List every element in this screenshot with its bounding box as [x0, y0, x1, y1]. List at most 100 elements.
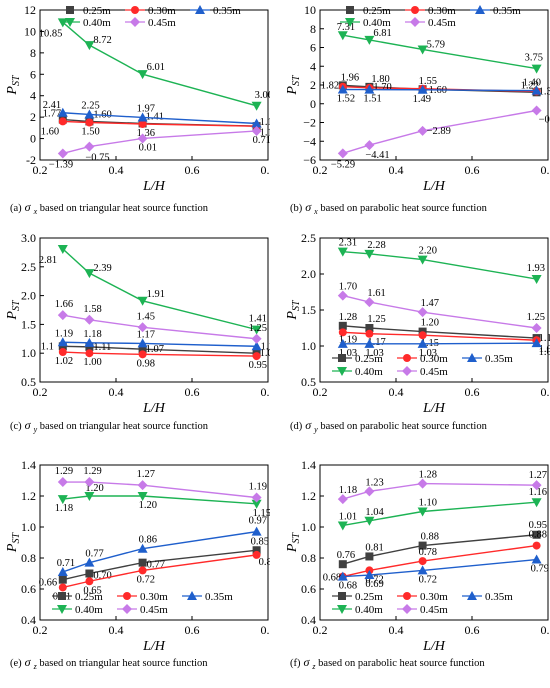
legend-item: 0.35m: [462, 353, 513, 365]
data-point: [532, 555, 542, 564]
y-axis-label: PST: [5, 74, 22, 96]
y-tick-label: 1.0: [301, 520, 316, 534]
caption-prefix: (c): [10, 421, 22, 432]
legend-item: 0.30m: [117, 591, 168, 603]
y-tick-label: 2.0: [21, 289, 36, 303]
data-label: 1.47: [421, 298, 439, 309]
data-point: [339, 560, 347, 568]
caption-text: based on triangular heat source function: [37, 421, 208, 432]
data-label: 1.97: [137, 103, 155, 114]
chart-panel-c: 0.51.01.52.02.53.00.20.40.60.8L/HPST1.11…: [0, 228, 270, 451]
data-label: 7.31: [337, 22, 355, 33]
legend-item: 0.45m: [397, 604, 448, 616]
data-label: 0.79: [531, 564, 549, 575]
data-label: 1.20: [139, 500, 157, 511]
data-point: [58, 148, 68, 158]
data-label: 3.75: [525, 53, 543, 64]
data-point: [532, 65, 542, 74]
data-label: 0.88: [421, 532, 439, 543]
legend-label: 0.30m: [140, 591, 168, 603]
data-label: 0.72: [419, 574, 437, 585]
legend-label: 0.25m: [83, 5, 111, 17]
data-label: 1.02: [55, 356, 73, 367]
data-label: 1.60: [41, 126, 59, 137]
data-point: [59, 583, 67, 591]
y-tick-label: 0.6: [301, 582, 316, 596]
x-tick-label: 0.8: [261, 623, 271, 637]
x-tick-label: 0.4: [109, 623, 124, 637]
data-label: 1.04: [539, 347, 550, 358]
data-label: 6.01: [147, 62, 165, 73]
data-label: 1.49: [413, 94, 431, 105]
legend-marker: [338, 592, 346, 600]
caption-symbol: σ: [305, 200, 311, 214]
data-label: 6.81: [373, 28, 391, 39]
caption-prefix: (f): [290, 658, 301, 669]
series-line: [343, 252, 537, 279]
data-label: 1.19: [249, 482, 267, 493]
data-point: [419, 557, 427, 565]
data-label: 2.31: [339, 238, 357, 249]
data-point: [252, 527, 262, 536]
data-label: 1.29: [83, 466, 101, 477]
x-tick-label: 0.8: [261, 163, 271, 177]
data-label: −0.72: [539, 115, 550, 126]
data-label: 8.72: [93, 35, 111, 46]
data-point: [139, 566, 147, 574]
caption-symbol: σ: [25, 655, 31, 669]
legend-label: 0.35m: [213, 5, 241, 17]
data-label: 1.29: [55, 466, 73, 477]
legend-item: 0.45m: [125, 17, 176, 29]
y-tick-label: 1.5: [301, 303, 316, 317]
legend-marker: [338, 354, 346, 362]
x-axis-label: L/H: [422, 179, 446, 194]
data-label: 2.81: [39, 255, 57, 266]
y-tick-label: 6: [30, 67, 36, 81]
y-tick-label: 3.0: [21, 231, 36, 245]
legend-label: 0.30m: [420, 353, 448, 365]
x-tick-label: 0.6: [465, 163, 480, 177]
legend-label: 0.40m: [355, 366, 383, 378]
series-0.25m: 1.771.601.411.16: [43, 109, 270, 131]
data-label: 0.72: [137, 574, 155, 585]
legend-label: 0.40m: [355, 604, 383, 616]
data-label: 1.70: [339, 282, 357, 293]
data-label: 0.88: [529, 530, 547, 541]
legend-label: 0.30m: [420, 591, 448, 603]
x-tick-label: 0.2: [313, 385, 328, 399]
chart-svg: 0.51.01.52.02.53.00.20.40.60.8L/HPST1.11…: [0, 228, 270, 423]
data-label: −4.41: [365, 150, 389, 161]
x-tick-label: 0.6: [185, 163, 200, 177]
caption-prefix: (a): [10, 203, 22, 214]
data-label: 0.68: [339, 581, 357, 592]
data-label: 1.20: [421, 318, 439, 329]
legend-marker: [130, 17, 140, 27]
y-tick-label: 1.5: [21, 317, 36, 331]
data-point: [364, 140, 374, 150]
data-point: [85, 119, 93, 127]
data-label: 1.40: [523, 78, 541, 89]
y-tick-label: 0.8: [21, 551, 36, 565]
x-tick-label: 0.6: [465, 623, 480, 637]
legend-item: 0.45m: [117, 604, 168, 616]
legend-marker: [403, 354, 411, 362]
x-tick-label: 0.2: [33, 163, 48, 177]
legend-marker: [58, 592, 66, 600]
caption-text: based on parabolic heat source function: [318, 421, 487, 432]
data-label: 1.61: [367, 288, 385, 299]
y-axis-label: PST: [285, 74, 302, 96]
data-label: 5.79: [427, 39, 445, 50]
data-label: 0.01: [139, 142, 157, 153]
legend-item: 0.30m: [397, 353, 448, 365]
data-point: [252, 102, 262, 111]
x-tick-label: 0.4: [389, 385, 404, 399]
series-0.45m: −5.29−4.41−2.89−0.72: [331, 106, 550, 171]
caption-symbol: σ: [304, 655, 310, 669]
y-tick-label: 1.0: [21, 520, 36, 534]
legend-label: 0.40m: [83, 17, 111, 29]
legend-label: 0.45m: [148, 17, 176, 29]
data-label: 0.69: [365, 579, 383, 590]
legend-marker: [411, 6, 419, 14]
